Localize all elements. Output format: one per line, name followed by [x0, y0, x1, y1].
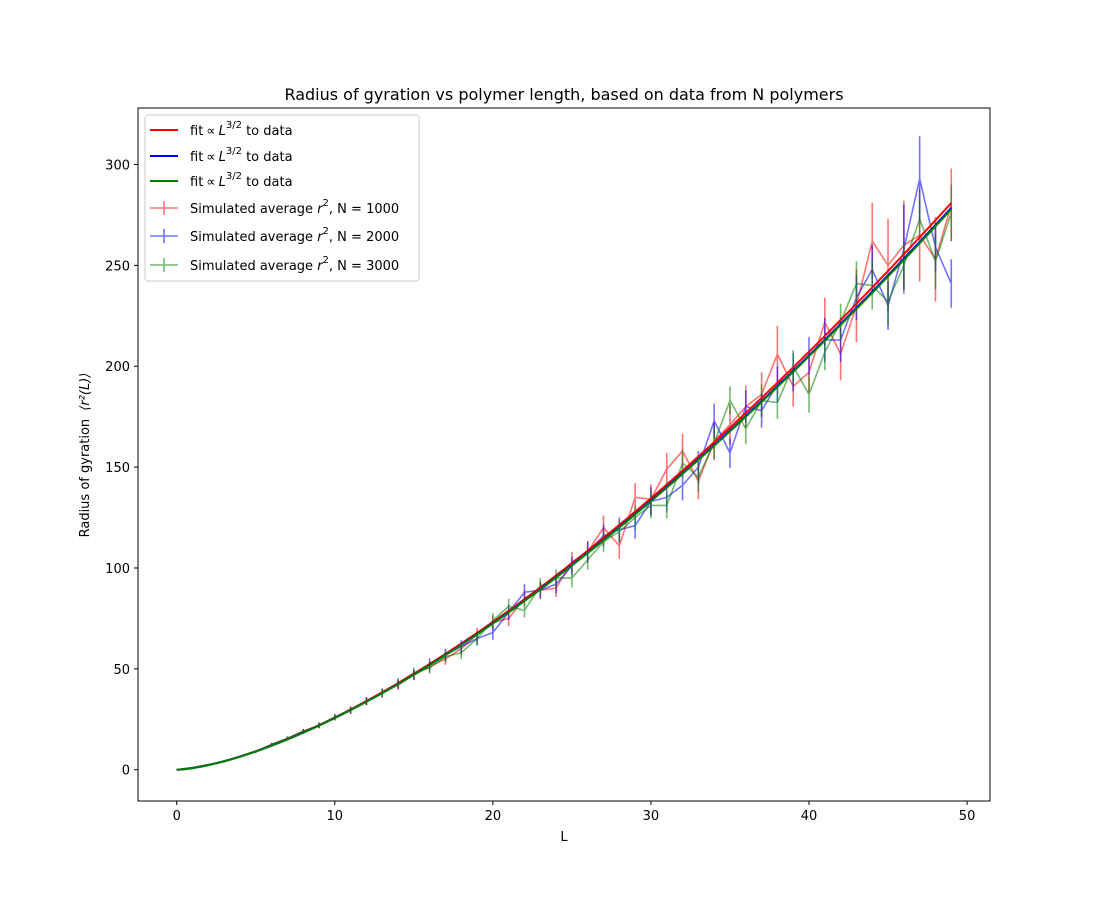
legend-label: Simulated average r2, N = 2000: [190, 226, 399, 245]
x-tick-label: 30: [643, 809, 660, 824]
y-axis-label-text: Radius of gyration: [78, 419, 93, 538]
y-tick-label: 100: [105, 562, 130, 577]
y-axis-label: Radius of gyration ⟨r²(L)⟩: [78, 373, 93, 538]
x-tick-label: 40: [801, 809, 818, 824]
proportional-symbol: ∝: [206, 175, 215, 190]
legend-item: Simulated average r2, N = 1000: [150, 198, 399, 217]
y-tick-label: 200: [105, 360, 130, 375]
legend-label: fit ∝ L3/2 to data: [190, 171, 293, 190]
x-axis-label: L: [560, 830, 568, 845]
legend-label-prefix: Simulated average: [190, 202, 317, 217]
math-L: L: [219, 124, 226, 139]
y-tick-label: 150: [105, 461, 130, 476]
legend-label-prefix: fit: [190, 175, 203, 190]
math-exponent: 3/2: [226, 171, 242, 182]
math-exponent: 2: [323, 226, 329, 237]
legend-label: fit ∝ L3/2 to data: [190, 120, 293, 139]
x-tick-label: 50: [959, 809, 976, 824]
y-tick-label: 0: [122, 764, 130, 779]
legend-label-suffix: , N = 1000: [329, 202, 399, 217]
proportional-symbol: ∝: [206, 150, 215, 165]
chart-title: Radius of gyration vs polymer length, ba…: [284, 85, 843, 104]
legend-label-prefix: Simulated average: [190, 230, 317, 245]
legend-label-suffix: to data: [242, 124, 293, 139]
legend-swatch: [150, 201, 178, 215]
legend-item: fit ∝ L3/2 to data: [150, 171, 293, 190]
y-axis-label-math: ⟨r²(L)⟩: [78, 373, 93, 411]
legend-label-suffix: , N = 2000: [329, 230, 399, 245]
legend-box: [144, 114, 420, 282]
math-r: r: [317, 259, 324, 274]
legend-item: Simulated average r2, N = 2000: [150, 226, 399, 245]
x-tick-label: 20: [485, 809, 502, 824]
math-exponent: 3/2: [226, 146, 242, 157]
legend-label-suffix: to data: [242, 150, 293, 165]
math-r: r: [317, 202, 324, 217]
legend-label: Simulated average r2, N = 1000: [190, 198, 399, 217]
legend-label-suffix: , N = 3000: [329, 259, 399, 274]
legend-item: fit ∝ L3/2 to data: [150, 146, 293, 165]
x-tick-label: 0: [173, 809, 181, 824]
legend-label-prefix: Simulated average: [190, 259, 317, 274]
legend-swatch: [150, 258, 178, 272]
y-tick-label: 300: [105, 158, 130, 173]
math-exponent: 3/2: [226, 120, 242, 131]
legend-swatch: [150, 229, 178, 243]
y-tick-label: 250: [105, 259, 130, 274]
legend-item: Simulated average r2, N = 3000: [150, 255, 399, 274]
legend-label: Simulated average r2, N = 3000: [190, 255, 399, 274]
legend-label-prefix: fit: [190, 124, 203, 139]
plot-frame: [137, 107, 991, 802]
y-axis: 0 50 100 150 200 250 300: [105, 158, 138, 779]
legend-label-prefix: fit: [190, 150, 203, 165]
legend-item: fit ∝ L3/2 to data: [150, 120, 293, 139]
math-r: r: [317, 230, 324, 245]
legend-label: fit ∝ L3/2 to data: [190, 146, 293, 165]
x-tick-label: 10: [327, 809, 344, 824]
proportional-symbol: ∝: [206, 124, 215, 139]
fit-line-3: [176, 208, 953, 771]
legend-label-suffix: to data: [242, 175, 293, 190]
math-exponent: 2: [323, 255, 329, 266]
math-exponent: 2: [323, 198, 329, 209]
fit-layer: [176, 202, 953, 771]
x-axis: 0 10 20 30 40 50: [173, 801, 976, 824]
math-L: L: [219, 150, 226, 165]
math-L: L: [219, 175, 226, 190]
y-tick-label: 50: [113, 663, 130, 678]
